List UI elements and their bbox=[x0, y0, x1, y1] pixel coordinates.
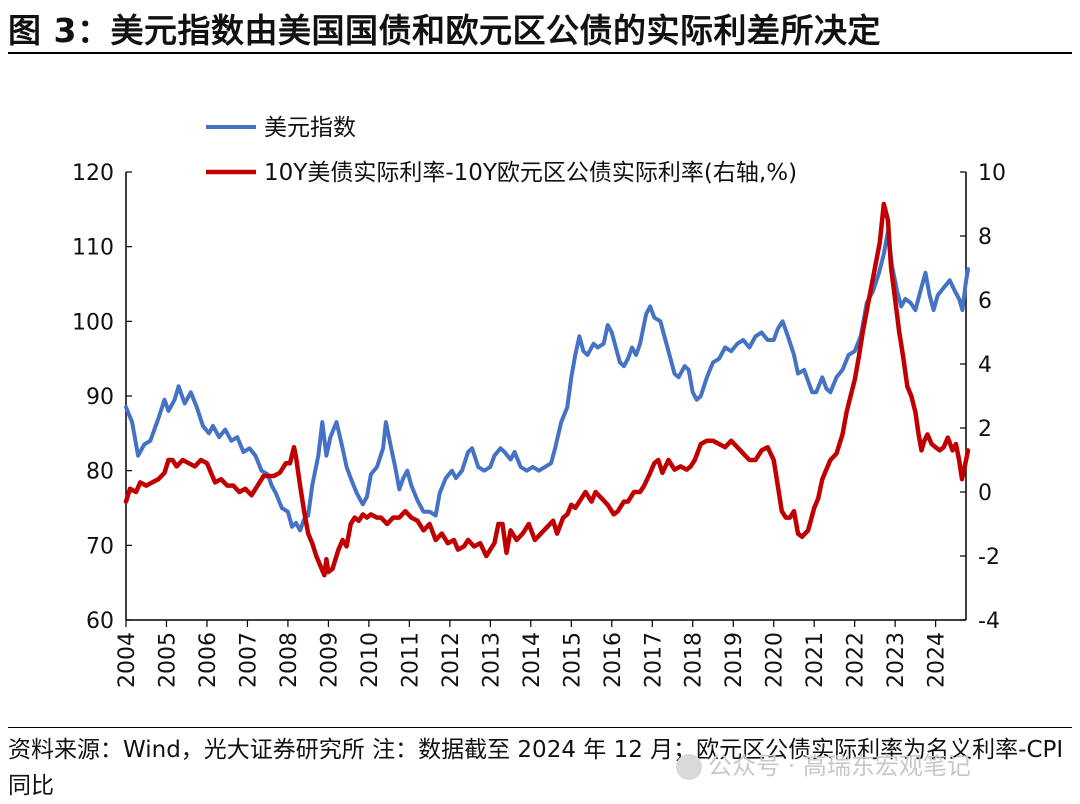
x-tick-label: 2022 bbox=[844, 632, 869, 688]
left-y-tick-label: 70 bbox=[86, 534, 114, 559]
x-tick-label: 2024 bbox=[925, 632, 950, 688]
x-tick-label: 2013 bbox=[479, 632, 504, 688]
x-tick-label: 2019 bbox=[722, 632, 747, 688]
x-tick-label: 2007 bbox=[236, 632, 261, 688]
x-tick-label: 2015 bbox=[560, 632, 585, 688]
left-y-tick-label: 90 bbox=[86, 385, 114, 410]
title-divider bbox=[8, 52, 1072, 54]
right-y-tick-label: -2 bbox=[978, 545, 1000, 570]
x-tick-label: 2006 bbox=[196, 632, 221, 688]
x-tick-label: 2017 bbox=[641, 632, 666, 688]
left-y-tick-label: 60 bbox=[86, 609, 114, 634]
right-y-tick-label: 2 bbox=[978, 417, 992, 442]
left-y-tick-label: 110 bbox=[72, 236, 114, 261]
x-tick-label: 2011 bbox=[398, 632, 423, 688]
watermark-text: 公众号 · 高瑞东宏观笔记 bbox=[708, 752, 971, 780]
left-y-tick-label: 100 bbox=[72, 310, 114, 335]
x-tick-label: 2005 bbox=[155, 632, 180, 688]
x-tick-label: 2009 bbox=[317, 632, 342, 688]
right-y-tick-label: 0 bbox=[978, 481, 992, 506]
left-y-tick-label: 80 bbox=[86, 460, 114, 485]
legend: 美元指数 10Y美债实际利率-10Y欧元区公债实际利率(右轴,%) bbox=[206, 115, 797, 186]
left-y-tick-label: 120 bbox=[72, 161, 114, 186]
x-tick-label: 2010 bbox=[358, 632, 383, 688]
dxy-series-line bbox=[124, 229, 970, 533]
x-tick-label: 2004 bbox=[115, 632, 140, 688]
x-tick-label: 2021 bbox=[803, 632, 828, 688]
series-layer bbox=[123, 201, 971, 578]
wechat-logo-icon bbox=[676, 754, 702, 780]
watermark: 公众号 · 高瑞东宏观笔记 bbox=[676, 746, 971, 781]
source-note: 资料来源：Wind，光大证券研究所 注：数据截至 2024 年 12 月；欧元区… bbox=[8, 737, 1064, 799]
right-y-tick-label: -4 bbox=[978, 609, 1000, 634]
right-y-tick-label: 4 bbox=[978, 353, 992, 378]
figure-title: 图 3：美元指数由美国国债和欧元区公债的实际利差所决定 bbox=[8, 11, 881, 50]
right-y-tick-label: 8 bbox=[978, 225, 992, 250]
x-tick-label: 2018 bbox=[682, 632, 707, 688]
x-tick-label: 2016 bbox=[601, 632, 626, 688]
source-divider bbox=[8, 727, 1072, 728]
legend-label: 10Y美债实际利率-10Y欧元区公债实际利率(右轴,%) bbox=[264, 160, 797, 186]
x-tick-label: 2014 bbox=[520, 632, 545, 688]
right-y-tick-label: 10 bbox=[978, 161, 1006, 186]
x-tick-label: 2023 bbox=[884, 632, 909, 688]
x-tick-label: 2012 bbox=[439, 632, 464, 688]
legend-label: 美元指数 bbox=[264, 115, 356, 141]
chart-axes: 60 70 80 90 100 110 120 -4 -2 0 2 4 6 8 10 2004 2005 2006… bbox=[72, 161, 1006, 688]
line-chart: 60 70 80 90 100 110 120 -4 -2 0 2 4 6 8 10 2004 2005 2006… bbox=[72, 115, 1006, 688]
spread-series-line bbox=[123, 201, 971, 578]
x-tick-label: 2020 bbox=[763, 632, 788, 688]
right-y-tick-label: 6 bbox=[978, 289, 992, 314]
x-tick-label: 2008 bbox=[277, 632, 302, 688]
